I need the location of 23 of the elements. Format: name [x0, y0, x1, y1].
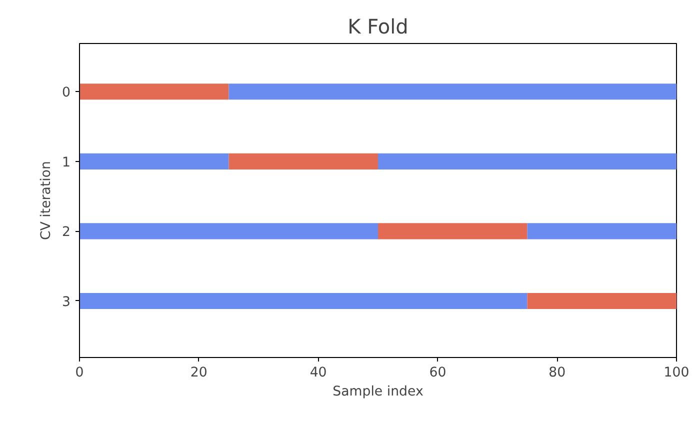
- bar: [527, 292, 676, 310]
- bar: [228, 84, 676, 100]
- x-tick-label: 20: [190, 366, 208, 380]
- bar: [378, 223, 528, 240]
- y-tick-label: 0: [62, 86, 71, 101]
- bar: [80, 223, 378, 240]
- bar: [527, 223, 676, 240]
- y-tick-label: 1: [62, 155, 71, 170]
- bar: [80, 292, 528, 310]
- x-tick-label: 40: [310, 366, 327, 380]
- bar: [80, 153, 229, 170]
- bar: [80, 84, 229, 100]
- bar: [228, 153, 378, 170]
- bar: [378, 153, 676, 170]
- y-tick-label: 2: [62, 225, 71, 240]
- x-tick-label: 0: [75, 366, 84, 380]
- x-tick-label: 100: [664, 366, 690, 380]
- x-tick-label: 80: [548, 366, 566, 380]
- y-axis-title: CV iteration: [39, 161, 54, 240]
- x-axis-title: Sample index: [332, 384, 424, 400]
- x-tick-label: 60: [429, 366, 446, 380]
- y-tick-label: 3: [62, 294, 71, 310]
- chart-title: K Fold: [348, 14, 408, 38]
